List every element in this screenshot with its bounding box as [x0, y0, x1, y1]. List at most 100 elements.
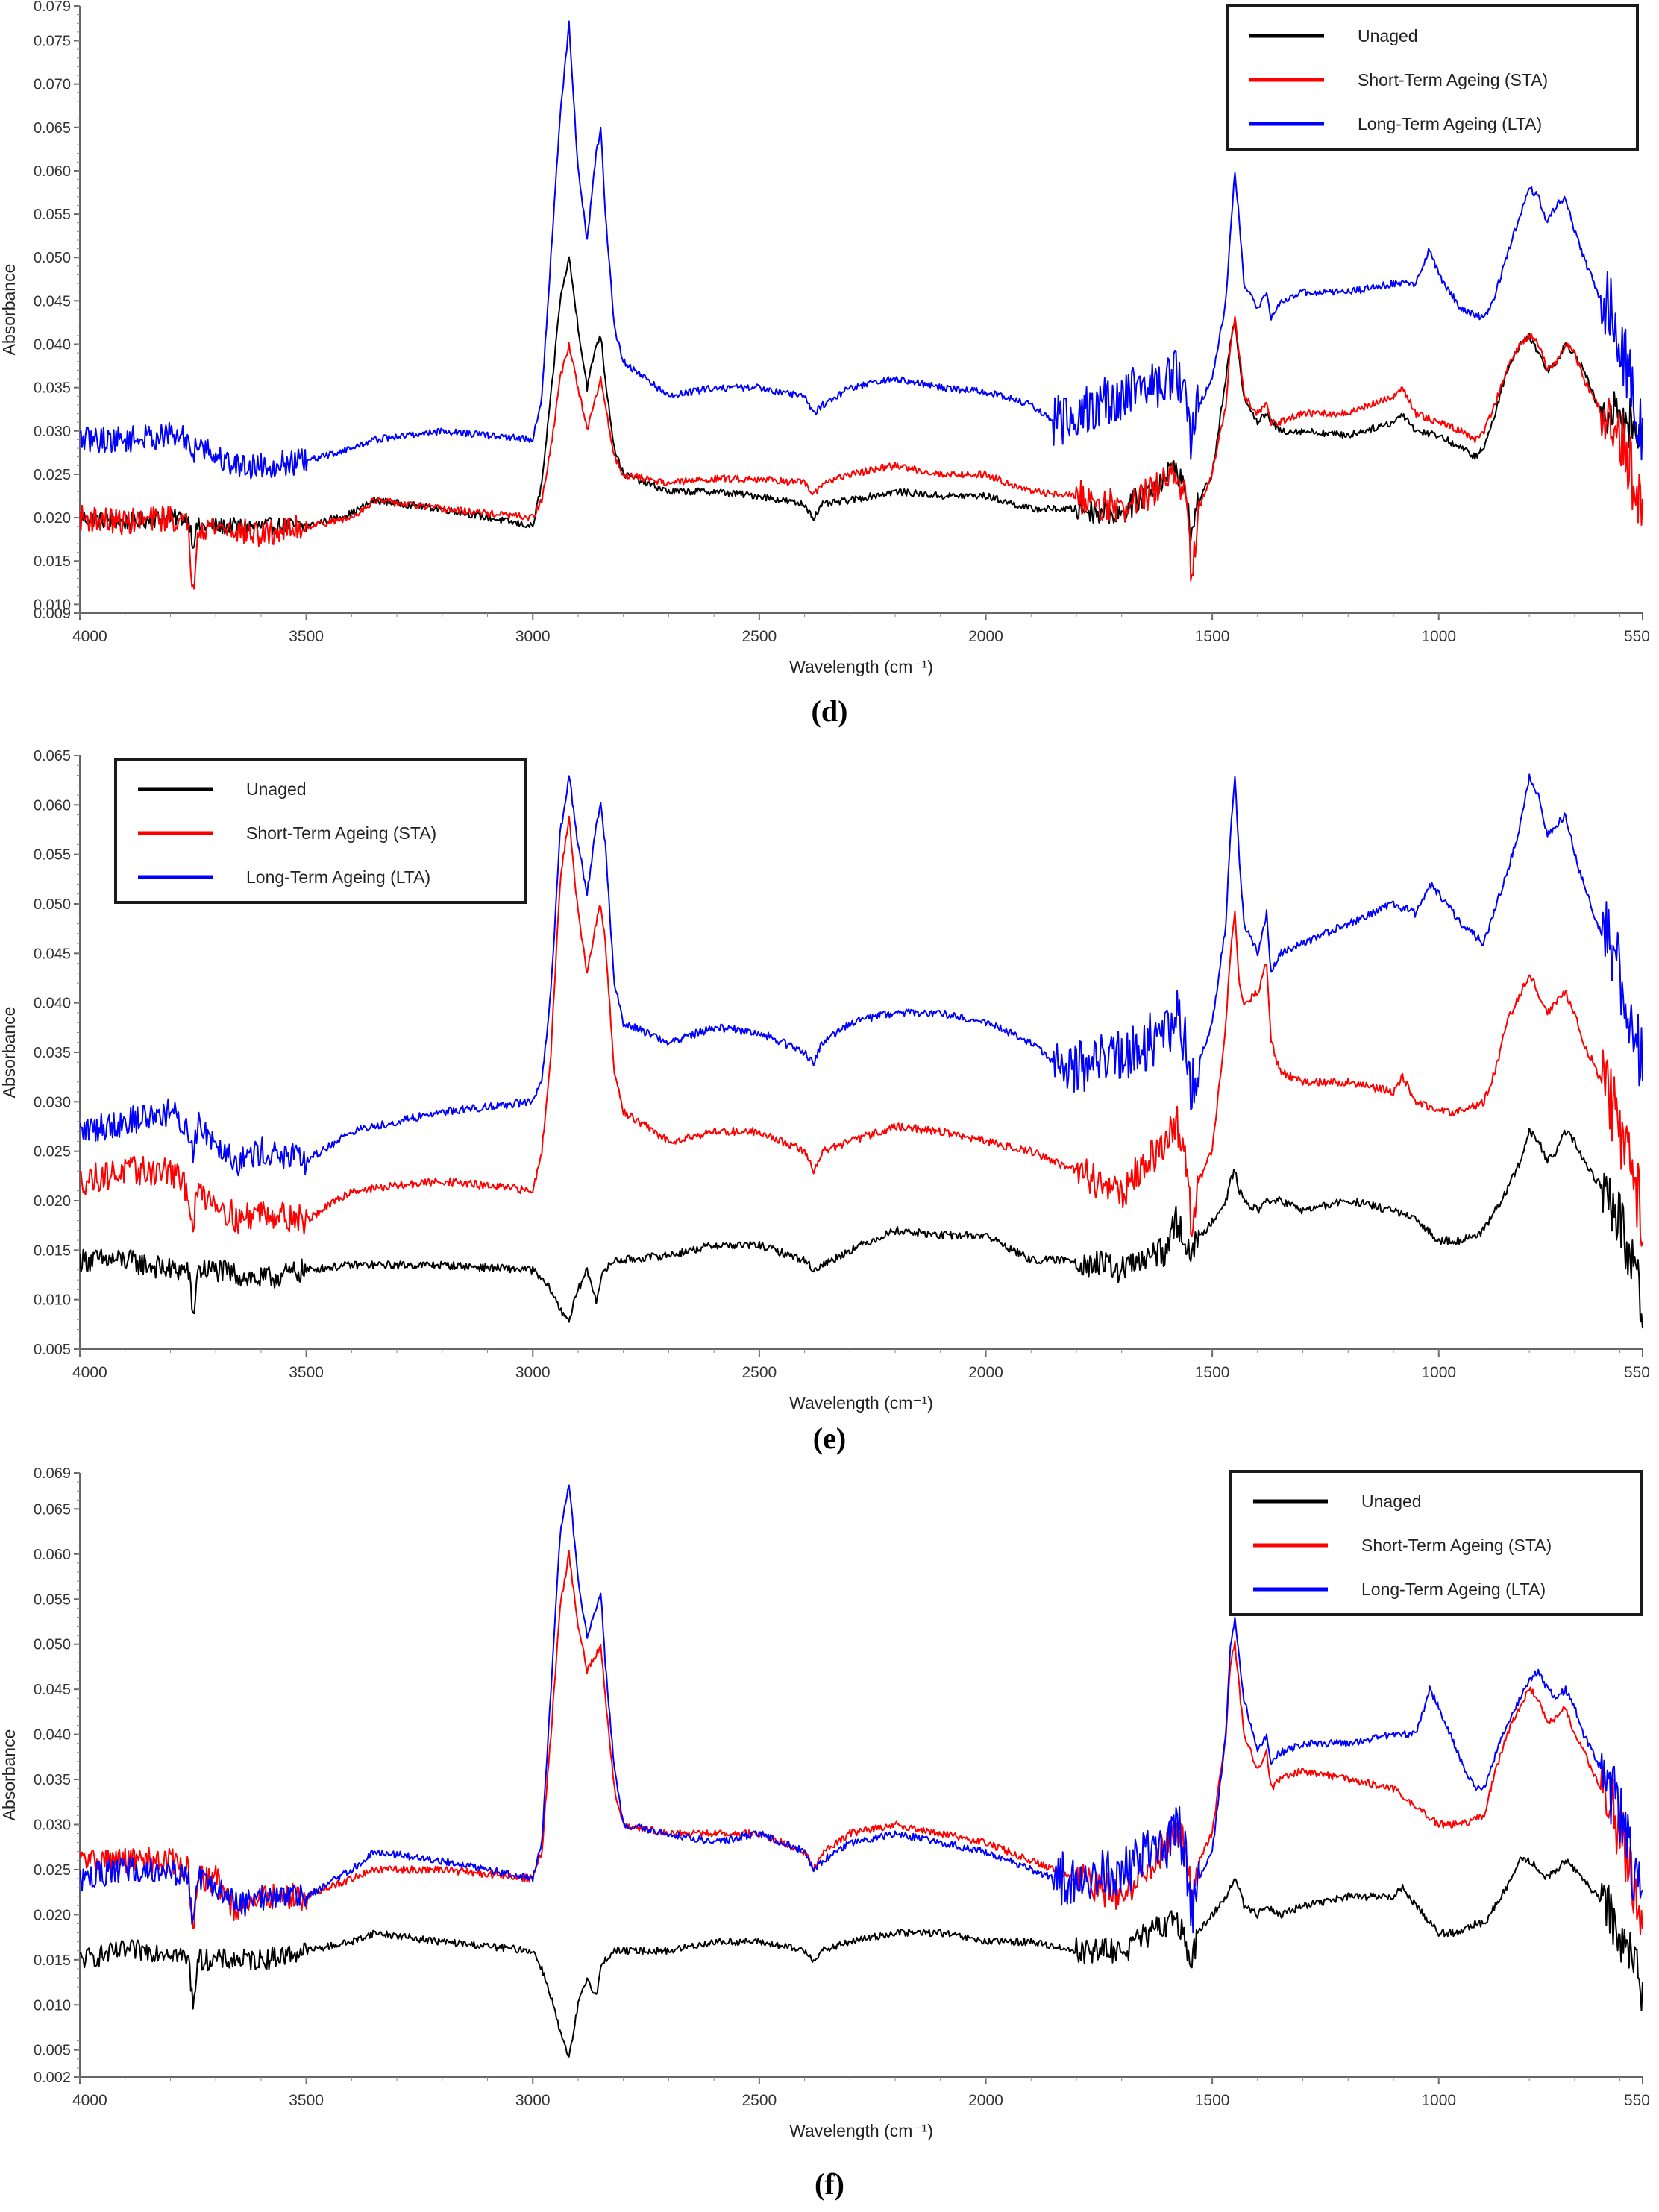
chart-panel-f: 0.002 0.005 0.010 0.015 0.020 0.025 0.030 0.035…: [0, 1465, 1659, 2174]
x-tick-label: 4000: [72, 628, 107, 645]
y-tick-label: 0.040: [34, 337, 71, 354]
y-tick-label: 0.030: [34, 424, 71, 440]
x-tick-label: 550: [1624, 628, 1650, 645]
x-tick-label: 1500: [1195, 1364, 1230, 1381]
x-tick-label: 3500: [289, 628, 324, 645]
x-tick-label: 3000: [515, 628, 551, 645]
x-tick-label: 2000: [968, 2092, 1003, 2109]
y-tick-label: 0.075: [34, 34, 71, 50]
panel-label-f: (f): [815, 2167, 844, 2201]
x-tick-label: 3500: [289, 1364, 324, 1381]
y-tick-label: 0.055: [34, 847, 71, 864]
y-tick-label: 0.030: [34, 1094, 71, 1110]
series-line-unaged: [80, 256, 1643, 549]
legend-label: Short-Term Ageing (STA): [246, 823, 436, 843]
legend-label: Short-Term Ageing (STA): [1358, 70, 1548, 89]
y-tick-label: 0.015: [34, 1952, 71, 1969]
y-tick-label: 0.040: [34, 1727, 71, 1744]
y-tick-label: 0.035: [34, 1772, 71, 1788]
y-tick-label: 0.065: [34, 1501, 71, 1518]
y-tick-label: 0.060: [34, 797, 71, 814]
y-tick-label: 0.069: [34, 1465, 71, 1482]
y-tick-label: 0.002: [34, 2070, 71, 2086]
y-tick-label: 0.020: [34, 1193, 71, 1210]
series-line-long-term-ageing-lta-: [80, 1484, 1643, 1934]
y-tick-label: 0.015: [34, 1242, 71, 1259]
y-tick-label: 0.025: [34, 1144, 71, 1160]
panel-label-d: (d): [811, 694, 848, 728]
y-axis-title: Absorbance: [0, 1007, 19, 1099]
series-line-short-term-ageing-sta-: [80, 315, 1643, 590]
y-tick-label: 0.025: [34, 1862, 71, 1879]
legend: Unaged Short-Term Ageing (STA) Long-Term A…: [114, 758, 527, 904]
x-tick-label: 3000: [515, 1364, 551, 1381]
y-tick-label: 0.010: [34, 1292, 71, 1309]
legend-label: Unaged: [246, 779, 307, 799]
x-axis-title: Wavelength (cm⁻¹): [789, 657, 933, 676]
x-tick-label: 1000: [1421, 1364, 1456, 1381]
y-tick-label: 0.050: [34, 896, 71, 913]
y-tick-label: 0.079: [34, 0, 71, 15]
x-tick-label: 1500: [1195, 2092, 1230, 2109]
y-tick-label: 0.030: [34, 1817, 71, 1833]
series-line-long-term-ageing-lta-: [80, 20, 1643, 480]
y-tick-label: 0.045: [34, 293, 71, 310]
legend-label: Long-Term Ageing (LTA): [1361, 1580, 1546, 1599]
y-tick-label: 0.045: [34, 1682, 71, 1698]
x-tick-label: 2000: [968, 628, 1003, 645]
legend-label: Long-Term Ageing (LTA): [246, 867, 430, 887]
chart-panel-e: 0.005 0.010 0.015 0.020 0.025 0.030 0.035 0.040…: [0, 748, 1659, 1444]
x-tick-label: 550: [1624, 1364, 1650, 1381]
x-tick-label: 550: [1624, 2092, 1650, 2109]
chart-f: 0.002 0.005 0.010 0.015 0.020 0.025 0.030 0.035…: [0, 1465, 1650, 2140]
x-tick-label: 4000: [72, 1364, 107, 1381]
y-tick-label: 0.065: [34, 748, 71, 764]
y-tick-label: 0.070: [34, 77, 71, 93]
x-tick-label: 2500: [742, 1364, 777, 1381]
y-tick-label: 0.005: [34, 1342, 71, 1358]
chart-e: 0.005 0.010 0.015 0.020 0.025 0.030 0.035 0.040…: [0, 748, 1650, 1413]
x-tick-label: 1000: [1421, 2092, 1456, 2109]
y-tick-label: 0.060: [34, 163, 71, 180]
y-tick-label: 0.015: [34, 553, 71, 570]
y-tick-label: 0.050: [34, 1637, 71, 1653]
y-axis-title: Absorbance: [0, 264, 19, 356]
y-tick-label: 0.025: [34, 467, 71, 483]
x-tick-label: 1000: [1421, 628, 1456, 645]
y-tick-label: 0.055: [34, 207, 71, 223]
series-line-long-term-ageing-lta-: [80, 773, 1643, 1177]
x-tick-label: 4000: [72, 2092, 107, 2109]
x-axis-title: Wavelength (cm⁻¹): [789, 2121, 933, 2140]
x-tick-label: 2000: [968, 1364, 1003, 1381]
legend: Unaged Short-Term Ageing (STA) Long-Term A…: [1229, 1470, 1643, 1616]
y-tick-label: 0.010: [34, 1997, 71, 2014]
y-tick-label: 0.009: [34, 606, 71, 622]
y-tick-label: 0.050: [34, 250, 71, 266]
y-tick-label: 0.065: [34, 120, 71, 136]
y-tick-label: 0.010: [34, 597, 71, 613]
y-axis-title: Absorbance: [0, 1729, 19, 1821]
x-tick-label: 2500: [742, 2092, 777, 2109]
legend-label: Unaged: [1358, 26, 1418, 45]
legend: Unaged Short-Term Ageing (STA) Long-Term A…: [1226, 4, 1639, 151]
x-tick-label: 3000: [515, 2092, 551, 2109]
series-line-unaged: [80, 1856, 1643, 2058]
x-tick-label: 2500: [742, 628, 777, 645]
panel-label-e: (e): [812, 1421, 847, 1455]
y-tick-label: 0.040: [34, 996, 71, 1012]
series-line-unaged: [80, 1127, 1643, 1329]
series-line-short-term-ageing-sta-: [80, 815, 1643, 1247]
x-tick-label: 1500: [1195, 628, 1230, 645]
legend-label: Unaged: [1361, 1492, 1422, 1511]
y-tick-label: 0.020: [34, 510, 71, 527]
chart-panel-d: 0.009 0.010 0.015 0.020 0.025 0.030 0.035 0.040…: [0, 0, 1659, 694]
series-line-short-term-ageing-sta-: [80, 1550, 1643, 1935]
y-tick-label: 0.055: [34, 1592, 71, 1608]
y-tick-label: 0.045: [34, 946, 71, 962]
x-axis-title: Wavelength (cm⁻¹): [789, 1393, 933, 1413]
y-tick-label: 0.020: [34, 1907, 71, 1923]
y-tick-label: 0.035: [34, 1045, 71, 1061]
y-tick-label: 0.060: [34, 1547, 71, 1563]
y-tick-label: 0.005: [34, 2043, 71, 2059]
